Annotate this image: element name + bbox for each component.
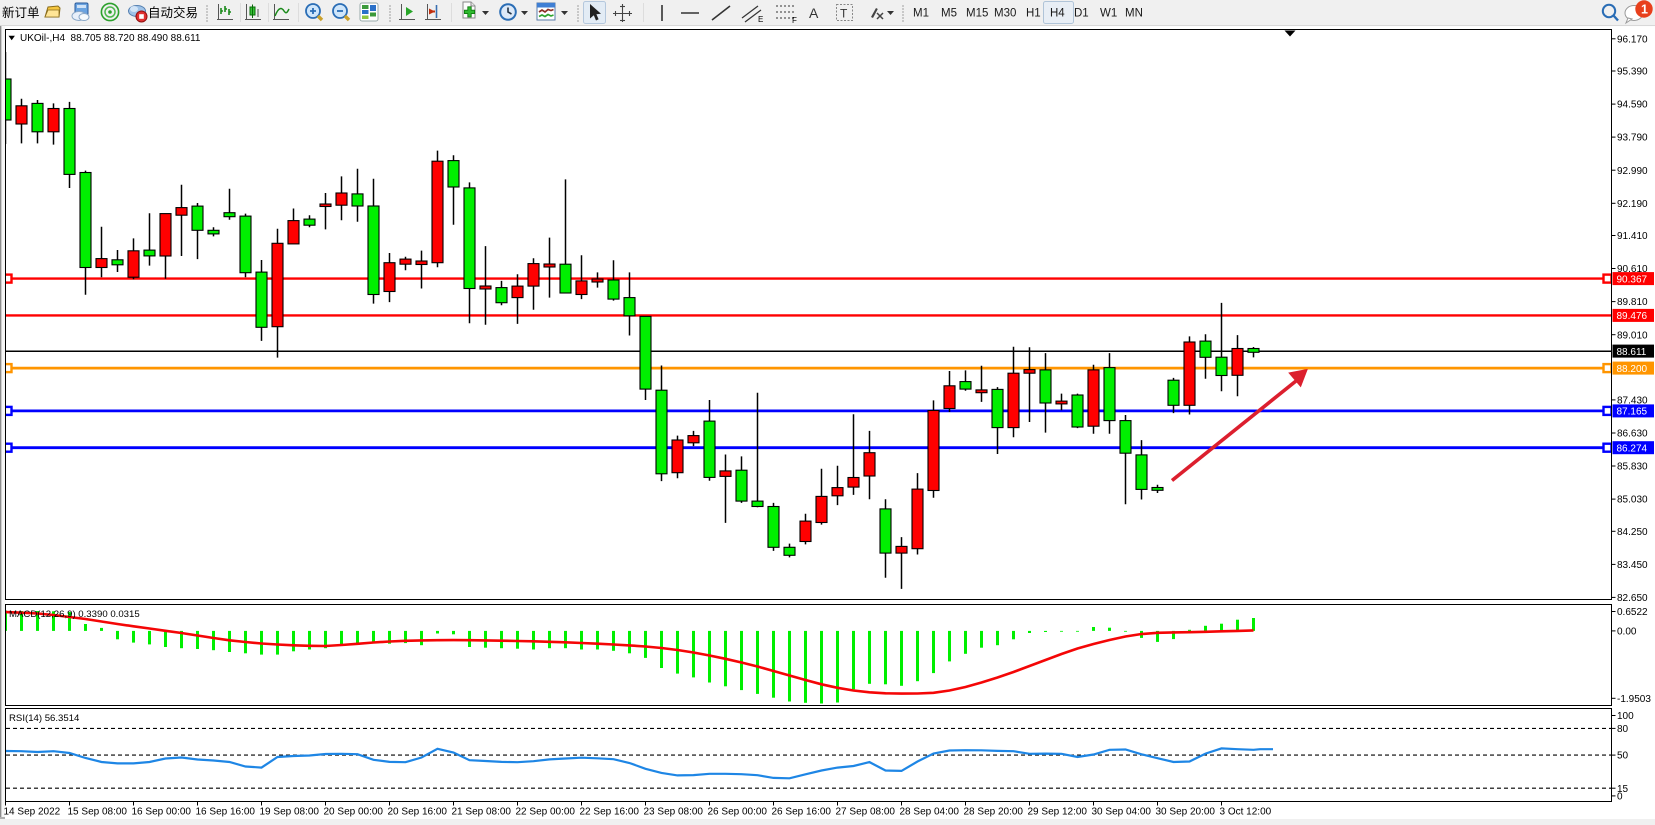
svg-text:27 Sep 08:00: 27 Sep 08:00 bbox=[836, 807, 896, 818]
svg-text:新订单: 新订单 bbox=[2, 5, 40, 20]
svg-text:89.476: 89.476 bbox=[1617, 311, 1648, 322]
svg-text:M1: M1 bbox=[913, 8, 929, 20]
svg-text:M15: M15 bbox=[966, 8, 988, 20]
svg-text:F: F bbox=[792, 16, 797, 25]
svg-text:85.030: 85.030 bbox=[1617, 495, 1648, 506]
svg-text:21 Sep 08:00: 21 Sep 08:00 bbox=[452, 807, 512, 818]
svg-text:16 Sep 16:00: 16 Sep 16:00 bbox=[196, 807, 256, 818]
svg-text:30 Sep 04:00: 30 Sep 04:00 bbox=[1092, 807, 1152, 818]
svg-text:0.00: 0.00 bbox=[1617, 627, 1637, 638]
svg-text:15 Sep 08:00: 15 Sep 08:00 bbox=[68, 807, 128, 818]
svg-text:D1: D1 bbox=[1074, 8, 1089, 20]
svg-text:RSI(14) 56.3514: RSI(14) 56.3514 bbox=[9, 713, 80, 724]
svg-text:88.611: 88.611 bbox=[1617, 347, 1647, 358]
svg-text:90.610: 90.610 bbox=[1617, 264, 1648, 275]
svg-text:T: T bbox=[840, 7, 848, 21]
svg-text:MACD(12,26,9) 0.3390 0.0315: MACD(12,26,9) 0.3390 0.0315 bbox=[9, 609, 140, 620]
svg-text:1: 1 bbox=[1641, 3, 1648, 17]
svg-text:83.450: 83.450 bbox=[1617, 560, 1648, 571]
svg-text:92.190: 92.190 bbox=[1617, 199, 1648, 210]
svg-text:26 Sep 00:00: 26 Sep 00:00 bbox=[708, 807, 768, 818]
svg-text:0: 0 bbox=[1617, 792, 1623, 803]
svg-text:89.810: 89.810 bbox=[1617, 297, 1648, 308]
svg-text:28 Sep 04:00: 28 Sep 04:00 bbox=[900, 807, 960, 818]
svg-text:14 Sep 2022: 14 Sep 2022 bbox=[4, 807, 61, 818]
svg-text:UKOil-,H4 88.705 88.720 88.49: UKOil-,H4 88.705 88.720 88.490 88.611 bbox=[20, 33, 201, 44]
svg-text:22 Sep 16:00: 22 Sep 16:00 bbox=[580, 807, 640, 818]
svg-text:-1.9503: -1.9503 bbox=[1617, 694, 1651, 705]
svg-text:16 Sep 00:00: 16 Sep 00:00 bbox=[132, 807, 192, 818]
svg-text:91.410: 91.410 bbox=[1617, 231, 1648, 242]
svg-text:100: 100 bbox=[1617, 711, 1634, 722]
svg-text:28 Sep 20:00: 28 Sep 20:00 bbox=[964, 807, 1024, 818]
svg-text:93.790: 93.790 bbox=[1617, 133, 1648, 144]
svg-text:90.367: 90.367 bbox=[1617, 274, 1648, 285]
svg-text:88.200: 88.200 bbox=[1617, 364, 1648, 375]
svg-text:94.590: 94.590 bbox=[1617, 100, 1648, 111]
svg-text:86.630: 86.630 bbox=[1617, 429, 1648, 440]
svg-text:20 Sep 00:00: 20 Sep 00:00 bbox=[324, 807, 384, 818]
svg-text:自动交易: 自动交易 bbox=[148, 5, 198, 20]
svg-text:22 Sep 00:00: 22 Sep 00:00 bbox=[516, 807, 576, 818]
svg-text:M5: M5 bbox=[941, 8, 957, 20]
svg-text:87.165: 87.165 bbox=[1617, 407, 1648, 418]
svg-text:89.010: 89.010 bbox=[1617, 330, 1648, 341]
svg-text:87.430: 87.430 bbox=[1617, 396, 1648, 407]
svg-text:0.6522: 0.6522 bbox=[1617, 607, 1648, 618]
svg-text:26 Sep 16:00: 26 Sep 16:00 bbox=[772, 807, 832, 818]
svg-text:23 Sep 08:00: 23 Sep 08:00 bbox=[644, 807, 704, 818]
svg-text:A: A bbox=[809, 5, 819, 21]
svg-text:82.650: 82.650 bbox=[1617, 593, 1648, 604]
svg-text:86.274: 86.274 bbox=[1617, 444, 1648, 455]
svg-text:50: 50 bbox=[1617, 751, 1629, 762]
svg-text:19 Sep 08:00: 19 Sep 08:00 bbox=[260, 807, 320, 818]
svg-text:85.830: 85.830 bbox=[1617, 462, 1648, 473]
svg-text:92.990: 92.990 bbox=[1617, 166, 1648, 177]
svg-text:E: E bbox=[758, 15, 763, 24]
svg-text:95.390: 95.390 bbox=[1617, 67, 1648, 78]
svg-text:80: 80 bbox=[1617, 724, 1629, 735]
svg-text:20 Sep 16:00: 20 Sep 16:00 bbox=[388, 807, 448, 818]
svg-text:84.250: 84.250 bbox=[1617, 527, 1648, 538]
svg-text:96.170: 96.170 bbox=[1617, 34, 1648, 45]
svg-text:H4: H4 bbox=[1050, 8, 1065, 20]
svg-text:MN: MN bbox=[1125, 8, 1143, 20]
svg-text:15: 15 bbox=[1617, 784, 1629, 795]
svg-text:H1: H1 bbox=[1026, 8, 1041, 20]
svg-text:30 Sep 20:00: 30 Sep 20:00 bbox=[1156, 807, 1216, 818]
svg-text:M30: M30 bbox=[994, 8, 1016, 20]
svg-text:3 Oct 12:00: 3 Oct 12:00 bbox=[1220, 807, 1272, 818]
svg-text:W1: W1 bbox=[1100, 8, 1117, 20]
svg-text:29 Sep 12:00: 29 Sep 12:00 bbox=[1028, 807, 1088, 818]
